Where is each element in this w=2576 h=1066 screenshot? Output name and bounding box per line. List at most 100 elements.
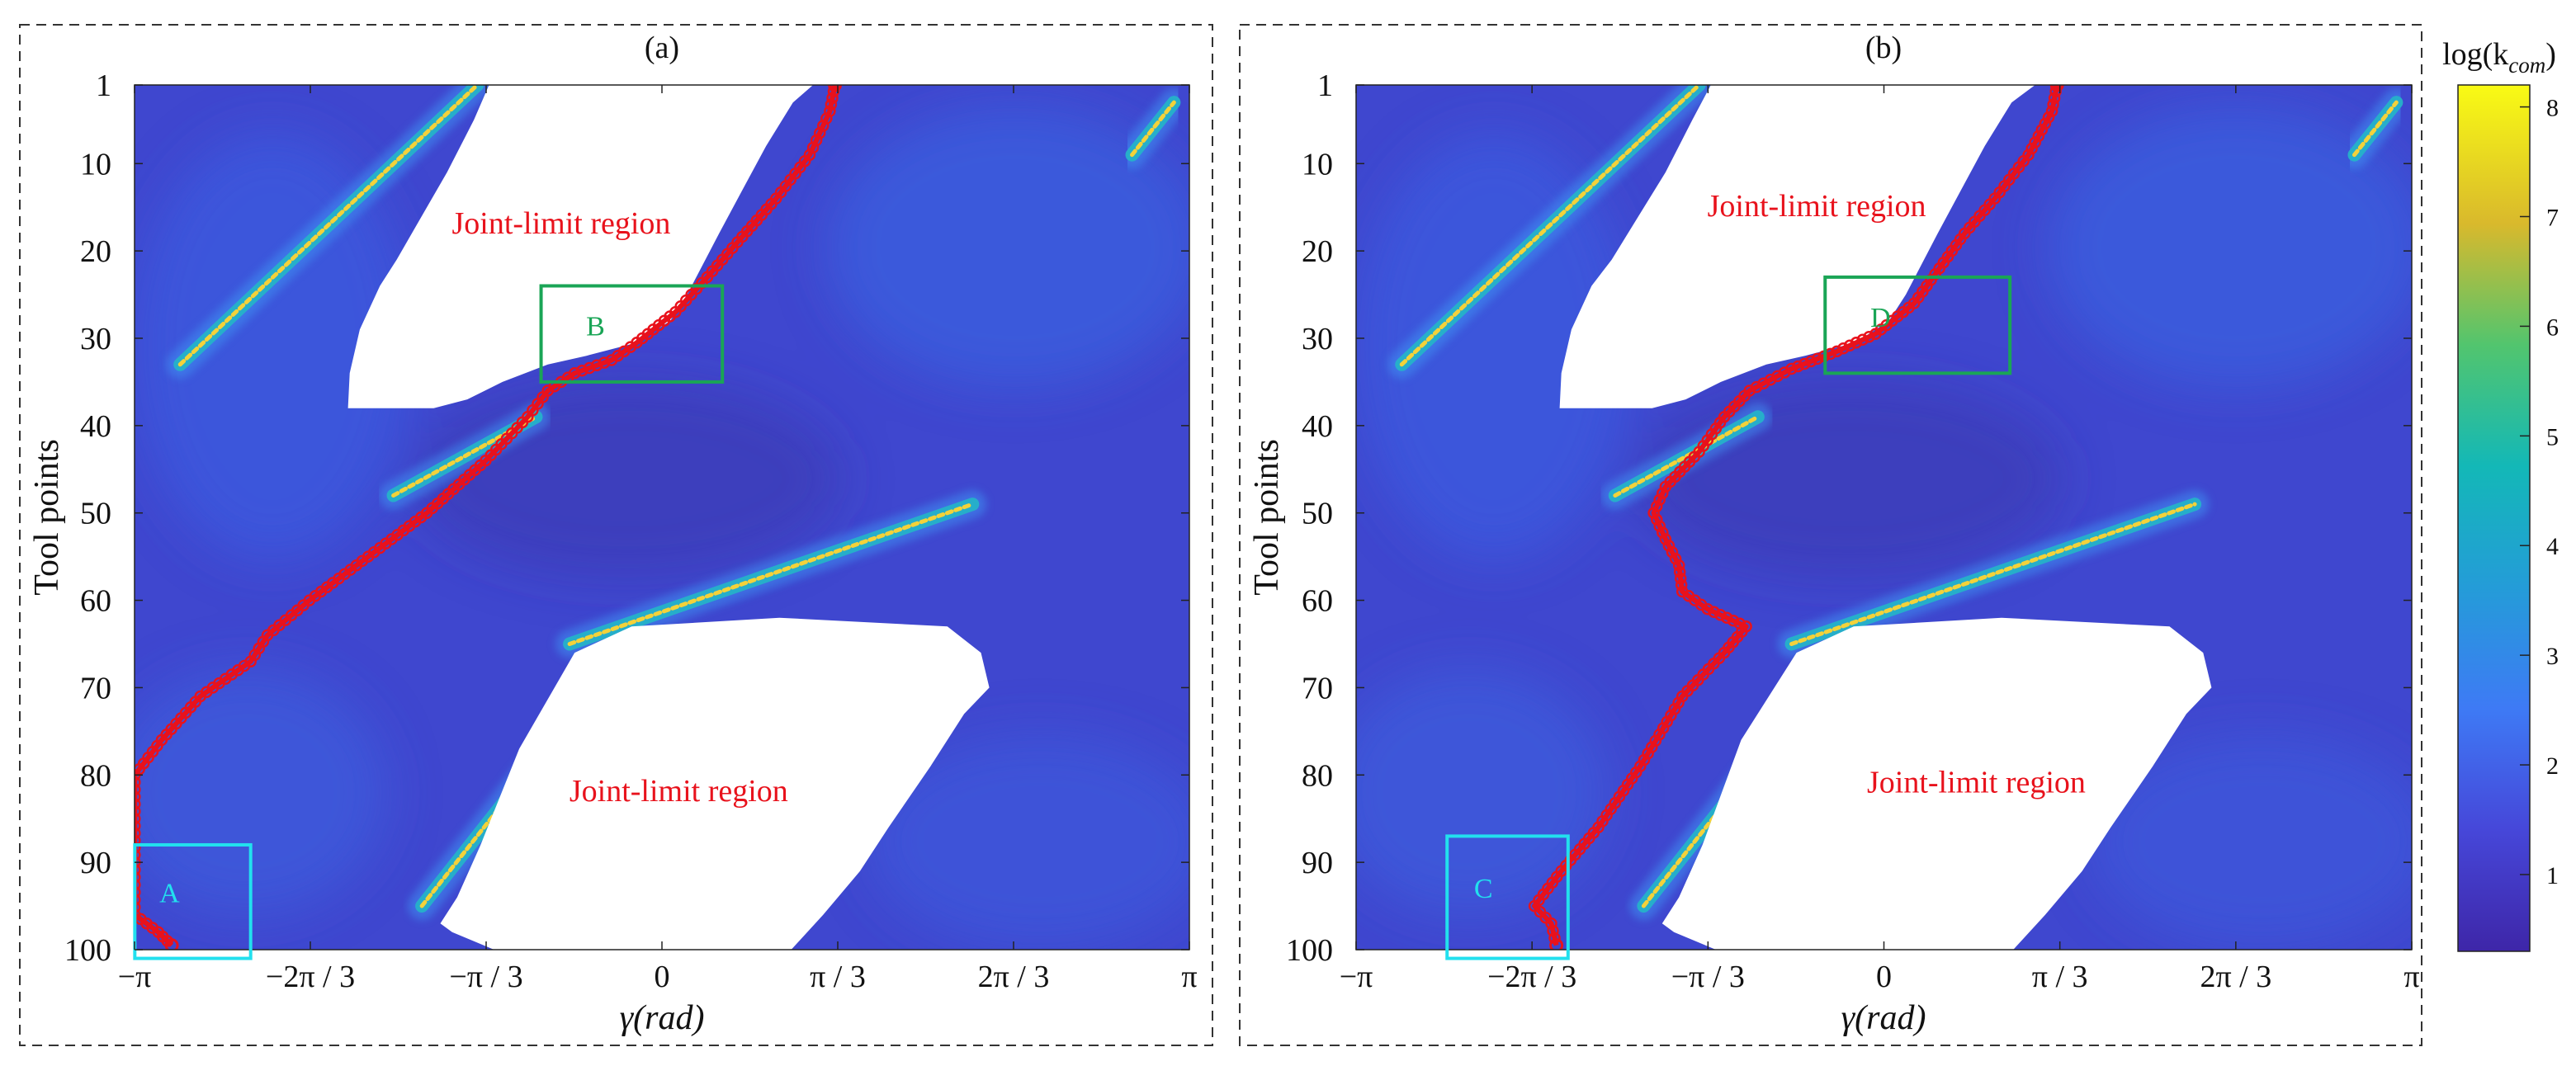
panel-a-ridge <box>166 85 492 379</box>
panel-a-path-point <box>605 354 618 366</box>
panel-a-x-axis-label: γ(rad) <box>620 999 705 1037</box>
panel-b-path-point <box>1672 559 1685 572</box>
panel-a-ridge <box>1118 88 1189 169</box>
panel-b-path-point <box>2045 105 2058 118</box>
panel-a-path-endpoint <box>164 938 179 950</box>
panel-b-path-point <box>1727 615 1740 627</box>
panel-b-path-point <box>1869 328 1882 340</box>
panel-b-y-tick-label: 1 <box>1317 68 1333 103</box>
panel-a-x-tick-label: π / 3 <box>810 960 866 994</box>
panel-a-x-ticks: −π −2π / 3 −π / 3 0 π / 3 2π / 3 π <box>118 85 1198 994</box>
panel-a-box-a <box>133 842 253 960</box>
panel-b-field-shading <box>1356 107 2412 949</box>
panel-b-path-point <box>1653 493 1666 507</box>
panel-a-path-point <box>825 98 838 111</box>
panel-a-y-axis-label: Tool points <box>28 439 66 596</box>
panel-b-path-point <box>1843 339 1856 352</box>
panel-b-path-point <box>1856 333 1869 347</box>
panel-a-y-tick-label: 20 <box>80 234 111 269</box>
panel-b-path-endpoint <box>1549 938 1564 950</box>
panel-b-path-point <box>2029 136 2041 149</box>
panel-b-path-point <box>1650 500 1663 513</box>
colorbar-tick-label: 6 <box>2546 314 2559 341</box>
panel-a-box-label: B <box>586 312 605 342</box>
panel-a-y-tick-label: 90 <box>80 846 111 880</box>
panel-b-x-tick-label: π <box>2403 960 2419 994</box>
panel-a-box-b <box>539 284 725 384</box>
colorbar-tick-label: 3 <box>2546 643 2559 670</box>
panel-b-y-tick-label: 60 <box>1302 584 1333 619</box>
panel-a-y-tick-label: 40 <box>80 409 111 444</box>
colorbar-tick-label: 7 <box>2546 204 2559 231</box>
panel-b-y-axis-label: Tool points <box>1248 439 1286 596</box>
panel-b-joint-limit-region-1 <box>1559 85 2035 408</box>
panel-b-y-tick-label: 20 <box>1302 234 1333 269</box>
panel-b-y-tick-label: 80 <box>1302 758 1333 793</box>
panel-b-joint-limit-region-2 <box>1661 617 2212 950</box>
panel-a-y-tick-label: 50 <box>80 497 111 531</box>
panel-a-x-tick-label: 0 <box>655 960 670 994</box>
panel-b-path-point <box>1720 611 1733 624</box>
panel-a-y-tick-label: 70 <box>80 671 111 705</box>
panel-b-path-endpoint <box>2049 85 2064 92</box>
panel-a-label: (a) <box>645 31 679 65</box>
panel-b-path-point <box>1701 602 1714 616</box>
panel-b-path-point <box>2049 85 2062 98</box>
panel-b-x-tick-label: 0 <box>1876 960 1892 994</box>
panel-a-y-tick-label: 30 <box>80 322 111 356</box>
panel-a-x-tick-label: −π / 3 <box>449 960 522 994</box>
panel-b-y-tick-label: 50 <box>1302 497 1333 531</box>
panel-b-path-point <box>1733 617 1746 630</box>
panel-b-path-point <box>1831 345 1843 358</box>
panel-b-path-point <box>1657 526 1669 539</box>
panel-b-path-point <box>1666 546 1679 559</box>
panel-a-joint-limit-regions <box>347 85 990 950</box>
panel-a-annotation: Joint-limit region <box>570 774 788 809</box>
panel-b-path-point <box>1811 352 1824 366</box>
panel-a-annotations: Joint-limit region Joint-limit region <box>451 206 787 809</box>
panel-a-path-point <box>590 359 603 372</box>
panel-b-x-tick-label: 2π / 3 <box>2200 960 2271 994</box>
panel-b-joint-limit-regions <box>1559 85 2212 950</box>
panel-b-path-point <box>2047 98 2059 111</box>
panel-a-path-endpoint <box>828 85 842 92</box>
panel-b-annotation: Joint-limit region <box>1708 189 1926 224</box>
panel-b-path-point <box>1674 572 1687 585</box>
panel-b-path-point <box>2032 130 2045 143</box>
panel-b-x-ticks: −π −2π / 3 −π / 3 0 π / 3 2π / 3 π <box>1340 85 2420 994</box>
panel-b-y-tick-label: 70 <box>1302 671 1333 705</box>
panel-a-x-tick-label: 2π / 3 <box>978 960 1050 994</box>
panel-a-path-point <box>575 364 588 377</box>
panel-b-path-point <box>1669 553 1682 565</box>
panel-b-box-c <box>1445 834 1570 960</box>
panel-a-annotation: Joint-limit region <box>451 206 670 241</box>
colorbar-tick-label: 4 <box>2546 533 2559 560</box>
panel-a-joint-limit-region-1 <box>347 85 814 408</box>
panel-a-path-point <box>827 85 840 98</box>
panel-b-x-tick-label: π / 3 <box>2032 960 2088 994</box>
panel-b-annotations: Joint-limit region Joint-limit region <box>1708 189 2086 800</box>
panel-a-path-point <box>583 361 596 375</box>
panel-b-path-point <box>1548 932 1561 945</box>
panel-b-path-point <box>2035 124 2049 136</box>
panel-b-path-point <box>1659 533 1672 545</box>
panel-b-annotation: Joint-limit region <box>1867 765 2086 800</box>
panel-b-path-point <box>1850 337 1863 349</box>
panel-a-path-point <box>826 92 839 105</box>
panel-a-x-tick-label: −2π / 3 <box>266 960 355 994</box>
panel-b-path-point <box>1545 917 1557 930</box>
panel-a-x-tick-label: −π <box>118 960 152 994</box>
colorbar-tick-label: 5 <box>2546 423 2559 450</box>
panel-b-y-tick-label: 10 <box>1302 147 1333 182</box>
panel-b-path-point <box>2039 117 2052 130</box>
panel-b-path-point <box>1675 578 1688 592</box>
colorbar: log(kcom) 1 2 3 4 5 6 7 8 <box>2442 37 2559 952</box>
panel-b-path-point <box>1647 507 1660 519</box>
panel-b-path-point <box>1673 565 1686 578</box>
panel-a-field-shading <box>135 107 1189 949</box>
panel-a-y-tick-label: 80 <box>80 758 111 793</box>
panel-a-path-point <box>598 356 611 369</box>
panel-b-path-point <box>1804 355 1817 368</box>
